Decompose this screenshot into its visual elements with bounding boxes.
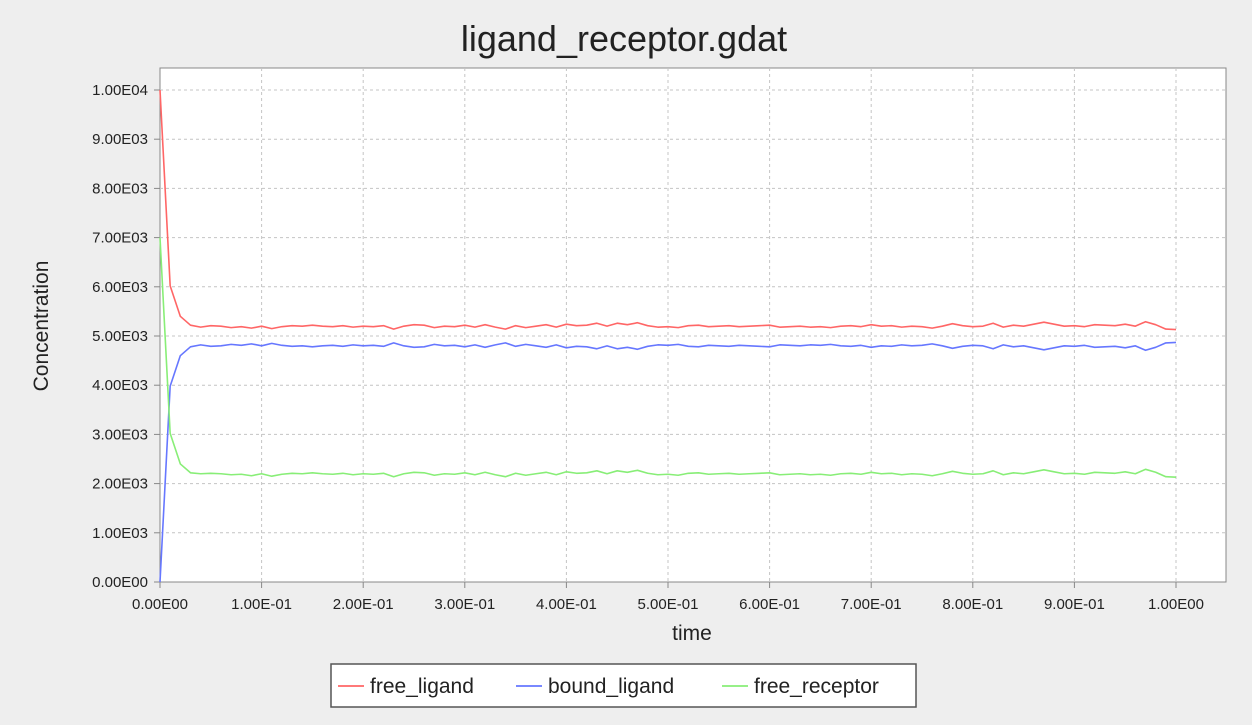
series-line-bound-ligand [159, 341, 1177, 583]
series-line-free-receptor [159, 237, 1177, 478]
x-tick-label: 2.00E-01 [333, 596, 394, 613]
x-axis-label: time [672, 622, 712, 645]
y-tick-label: 1.00E04 [92, 82, 148, 99]
y-tick-label: 4.00E03 [92, 377, 148, 394]
legend-label-free-receptor: free_receptor [754, 675, 879, 698]
y-tick-label: 1.00E03 [92, 525, 148, 542]
legend: free_ligand bound_ligand free_receptor [330, 663, 917, 708]
y-tick-label: 2.00E03 [92, 476, 148, 493]
x-tick-label: 0.00E00 [132, 596, 188, 613]
x-tick-label: 8.00E-01 [942, 596, 1003, 613]
y-tick-label: 5.00E03 [92, 328, 148, 345]
x-tick-label: 6.00E-01 [739, 596, 800, 613]
y-axis-label: Concentration [30, 261, 53, 392]
chart-title: ligand_receptor.gdat [461, 18, 787, 59]
x-tick-label: 1.00E00 [1148, 596, 1204, 613]
series-line-free-ligand [159, 89, 1177, 331]
x-tick-label: 4.00E-01 [536, 596, 597, 613]
y-tick-label: 6.00E03 [92, 279, 148, 296]
x-tick-label: 3.00E-01 [434, 596, 495, 613]
series-lines [159, 89, 1177, 583]
y-tick-label: 3.00E03 [92, 426, 148, 443]
axes: 0.00E00 1.00E-01 2.00E-01 3.00E-01 4.00E-01 5… [92, 82, 1204, 613]
grid-lines [160, 68, 1226, 582]
y-tick-label: 7.00E03 [92, 230, 148, 247]
x-tick-label: 7.00E-01 [841, 596, 902, 613]
legend-label-free-ligand: free_ligand [370, 675, 474, 698]
legend-label-bound-ligand: bound_ligand [548, 675, 674, 698]
legend-box [330, 663, 917, 708]
x-tick-label: 5.00E-01 [638, 596, 699, 613]
y-tick-label: 0.00E00 [92, 574, 148, 591]
x-tick-label: 1.00E-01 [231, 596, 292, 613]
x-tick-label: 9.00E-01 [1044, 596, 1105, 613]
y-tick-label: 8.00E03 [92, 180, 148, 197]
y-tick-label: 9.00E03 [92, 131, 148, 148]
